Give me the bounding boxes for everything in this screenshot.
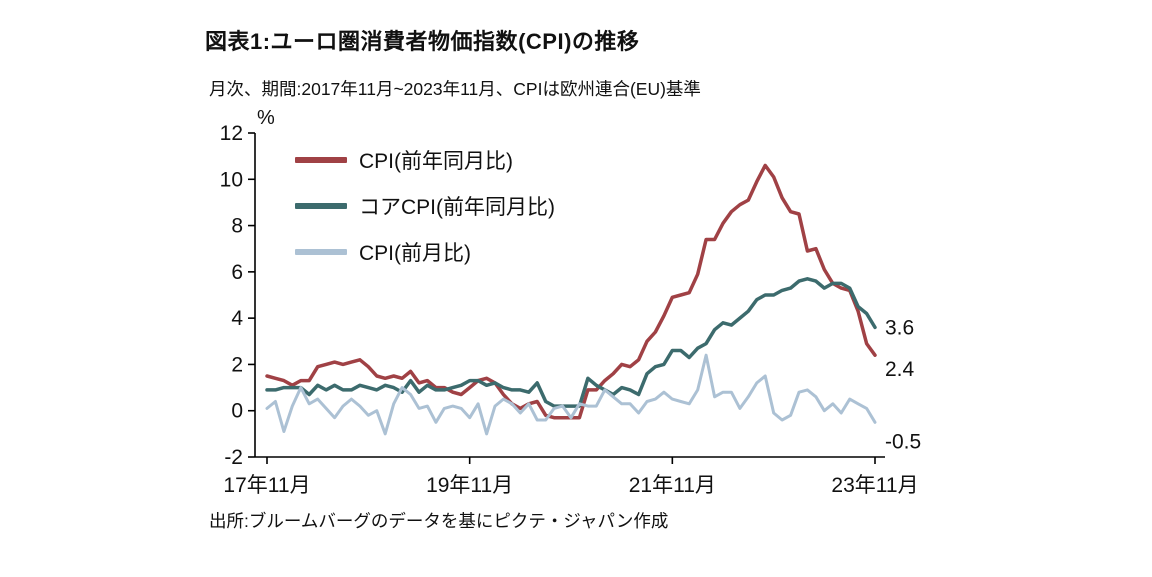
x-tick-label: 23年11月	[831, 474, 918, 497]
x-tick-label: 19年11月	[426, 474, 513, 497]
end-label-1: 3.6	[885, 316, 914, 339]
legend-item-cpi-yoy: CPI(前年同月比)	[295, 137, 555, 183]
cpi-line-chart: 12 10 8 6 4 2 0 -2% 17年11月 19年11月 21年11月 23年11月 2.4 3…	[220, 107, 922, 497]
x-tick-label: 17年11月	[223, 474, 310, 497]
y-tick-label: 10	[220, 168, 243, 191]
legend-label-cpi-yoy: CPI(前年同月比)	[359, 150, 513, 173]
legend-item-core-cpi-yoy: コアCPI(前年同月比)	[295, 183, 555, 229]
legend-item-cpi-mom: CPI(前月比)	[295, 229, 555, 275]
x-tick-label: 21年11月	[629, 474, 716, 497]
y-axis-unit-label: %	[257, 107, 275, 129]
y-tick-label: 4	[231, 307, 243, 330]
legend-label-core-cpi-yoy: コアCPI(前年同月比)	[359, 196, 555, 219]
source-note: 出所:ブルームバーグのデータを基にピクテ・ジャパン作成	[209, 511, 669, 531]
legend-swatch-cpi-yoy	[295, 157, 347, 163]
chart-legend: CPI(前年同月比) コアCPI(前年同月比) CPI(前月比)	[295, 137, 555, 275]
end-label-2: -0.5	[885, 430, 921, 453]
series-line-2	[265, 353, 877, 436]
y-tick-label: 0	[231, 400, 243, 423]
chart-subtitle: 月次、期間:2017年11月~2023年11月、CPIは欧州連合(EU)基準	[209, 79, 701, 99]
series-line-1	[265, 277, 877, 408]
legend-swatch-core-cpi-yoy	[295, 203, 347, 209]
legend-swatch-cpi-mom	[295, 249, 347, 255]
y-tick-label: 12	[220, 122, 243, 145]
end-label-0: 2.4	[885, 358, 915, 381]
page-title: 図表1:ユーロ圏消費者物価指数(CPI)の推移	[205, 29, 640, 54]
y-tick-label: -2	[224, 446, 243, 469]
chart-area: 12 10 8 6 4 2 0 -2% 17年11月 19年11月 21年11月 23年11月 2.4 3…	[195, 92, 975, 504]
y-tick-label: 2	[231, 353, 243, 376]
y-tick-label: 6	[231, 261, 243, 284]
y-tick-label: 8	[231, 215, 243, 238]
legend-label-cpi-mom: CPI(前月比)	[359, 242, 471, 265]
